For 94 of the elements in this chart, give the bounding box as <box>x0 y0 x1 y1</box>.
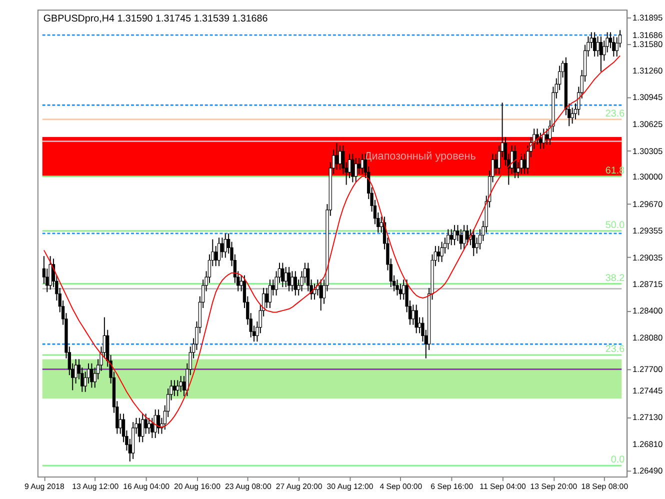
x-tick-label: 30 Aug 12:00 <box>326 482 374 491</box>
candlestick <box>612 36 616 58</box>
candlestick <box>513 144 517 179</box>
y-tick-label: 1.28715 <box>632 279 664 290</box>
candlestick <box>287 266 291 292</box>
candlestick <box>494 153 498 174</box>
x-tick-label: 23 Aug 08:00 <box>224 482 272 491</box>
x-tick-label: 27 Aug 20:00 <box>276 482 323 491</box>
x-tick-label: 13 Sep 20:00 <box>530 482 578 491</box>
y-tick-label: 1.29670 <box>632 199 664 210</box>
candlestick <box>466 224 469 246</box>
candlestick <box>141 413 144 443</box>
candlestick <box>338 144 342 170</box>
chart-title: GBPUSDpro,H4 1.31590 1.31745 1.31539 1.31686 <box>43 13 268 24</box>
candlestick <box>268 279 272 309</box>
candlestick <box>294 270 297 296</box>
candlestick <box>446 228 450 250</box>
candlestick <box>414 304 418 334</box>
y-tick-label: 1.31895 <box>632 12 664 23</box>
candlestick <box>538 132 542 150</box>
candlestick <box>396 279 399 296</box>
candlestick <box>154 409 157 438</box>
x-tick-label: 9 Aug 2018 <box>24 482 65 491</box>
candlestick <box>452 224 456 246</box>
y-tick-label: 1.26810 <box>632 438 664 449</box>
x-tick-label: 4 Sep 00:00 <box>380 482 423 491</box>
x-tick-label: 18 Sep 08:00 <box>581 482 629 491</box>
candlestick <box>542 128 546 150</box>
x-tick-label: 11 Sep 04:00 <box>480 482 527 491</box>
y-tick-label: 1.30945 <box>632 92 664 102</box>
x-tick-label: 13 Aug 12:00 <box>72 482 120 491</box>
candlestick <box>290 270 294 292</box>
candlestick <box>214 246 218 267</box>
candlestick <box>357 157 361 174</box>
candlestick <box>176 380 180 397</box>
x-tick-label: 6 Sep 16:00 <box>430 482 474 491</box>
candlestick <box>536 128 539 146</box>
candlestick <box>281 262 284 288</box>
candlestick <box>90 362 94 388</box>
candlestick <box>360 153 364 174</box>
candlestick <box>220 237 224 258</box>
x-tick-label: 20 Aug 16:00 <box>174 482 222 491</box>
candlestick <box>570 107 574 124</box>
candlestick <box>224 232 227 258</box>
x-tick-label: 16 Aug 04:00 <box>123 482 170 491</box>
y-tick-label: 1.31686 <box>632 30 664 40</box>
candlestick <box>440 241 444 262</box>
candlestick <box>316 279 320 296</box>
y-tick-label: 1.28400 <box>632 306 664 316</box>
candlestick <box>319 279 322 312</box>
y-tick-label: 1.26490 <box>632 466 664 476</box>
candlestick <box>144 413 148 434</box>
candlestick <box>150 417 154 438</box>
y-tick-label: 1.30000 <box>632 171 664 182</box>
candlestick <box>138 417 142 443</box>
y-tick-label: 1.31260 <box>632 66 664 76</box>
candlestick <box>179 375 182 392</box>
candlestick <box>147 417 151 434</box>
annotation: 0.0 <box>610 454 626 466</box>
y-tick-label: 1.31580 <box>632 38 664 49</box>
candlestick <box>217 237 221 267</box>
y-tick-label: 1.30305 <box>632 146 664 156</box>
y-tick-label: 1.27445 <box>632 386 664 396</box>
y-tick-label: 1.27130 <box>632 412 664 422</box>
annotation: 23.6 <box>605 344 626 356</box>
y-tick-label: 1.27700 <box>632 364 664 374</box>
candlestick <box>450 228 453 246</box>
candlestick <box>599 36 603 72</box>
y-tick-label: 1.29355 <box>632 225 664 236</box>
annotation: 50.0 <box>605 220 626 231</box>
candlestick <box>593 32 596 58</box>
candlestick <box>354 157 358 183</box>
annotation: 38.2 <box>605 272 625 284</box>
candlestick <box>265 287 268 309</box>
candlestick <box>459 228 462 250</box>
candlestick <box>545 128 548 146</box>
candlestick <box>156 409 160 434</box>
candlestick <box>437 246 440 262</box>
y-tick-label: 1.30625 <box>632 118 664 129</box>
annotation: 23.6 <box>605 108 626 120</box>
candlestick <box>596 36 600 58</box>
candlestick <box>412 304 415 326</box>
candlestick <box>398 283 402 300</box>
candlestick <box>520 153 523 174</box>
candlestick <box>48 256 52 290</box>
candlestick <box>172 380 176 397</box>
candlestick <box>351 153 354 183</box>
y-tick-label: 1.28080 <box>632 332 664 342</box>
candlestick <box>472 228 476 257</box>
candlestick <box>335 142 338 170</box>
candlestick <box>462 224 466 250</box>
candlestick <box>284 266 288 288</box>
y-tick-label: 1.29035 <box>632 252 664 262</box>
candlestick <box>522 153 526 174</box>
